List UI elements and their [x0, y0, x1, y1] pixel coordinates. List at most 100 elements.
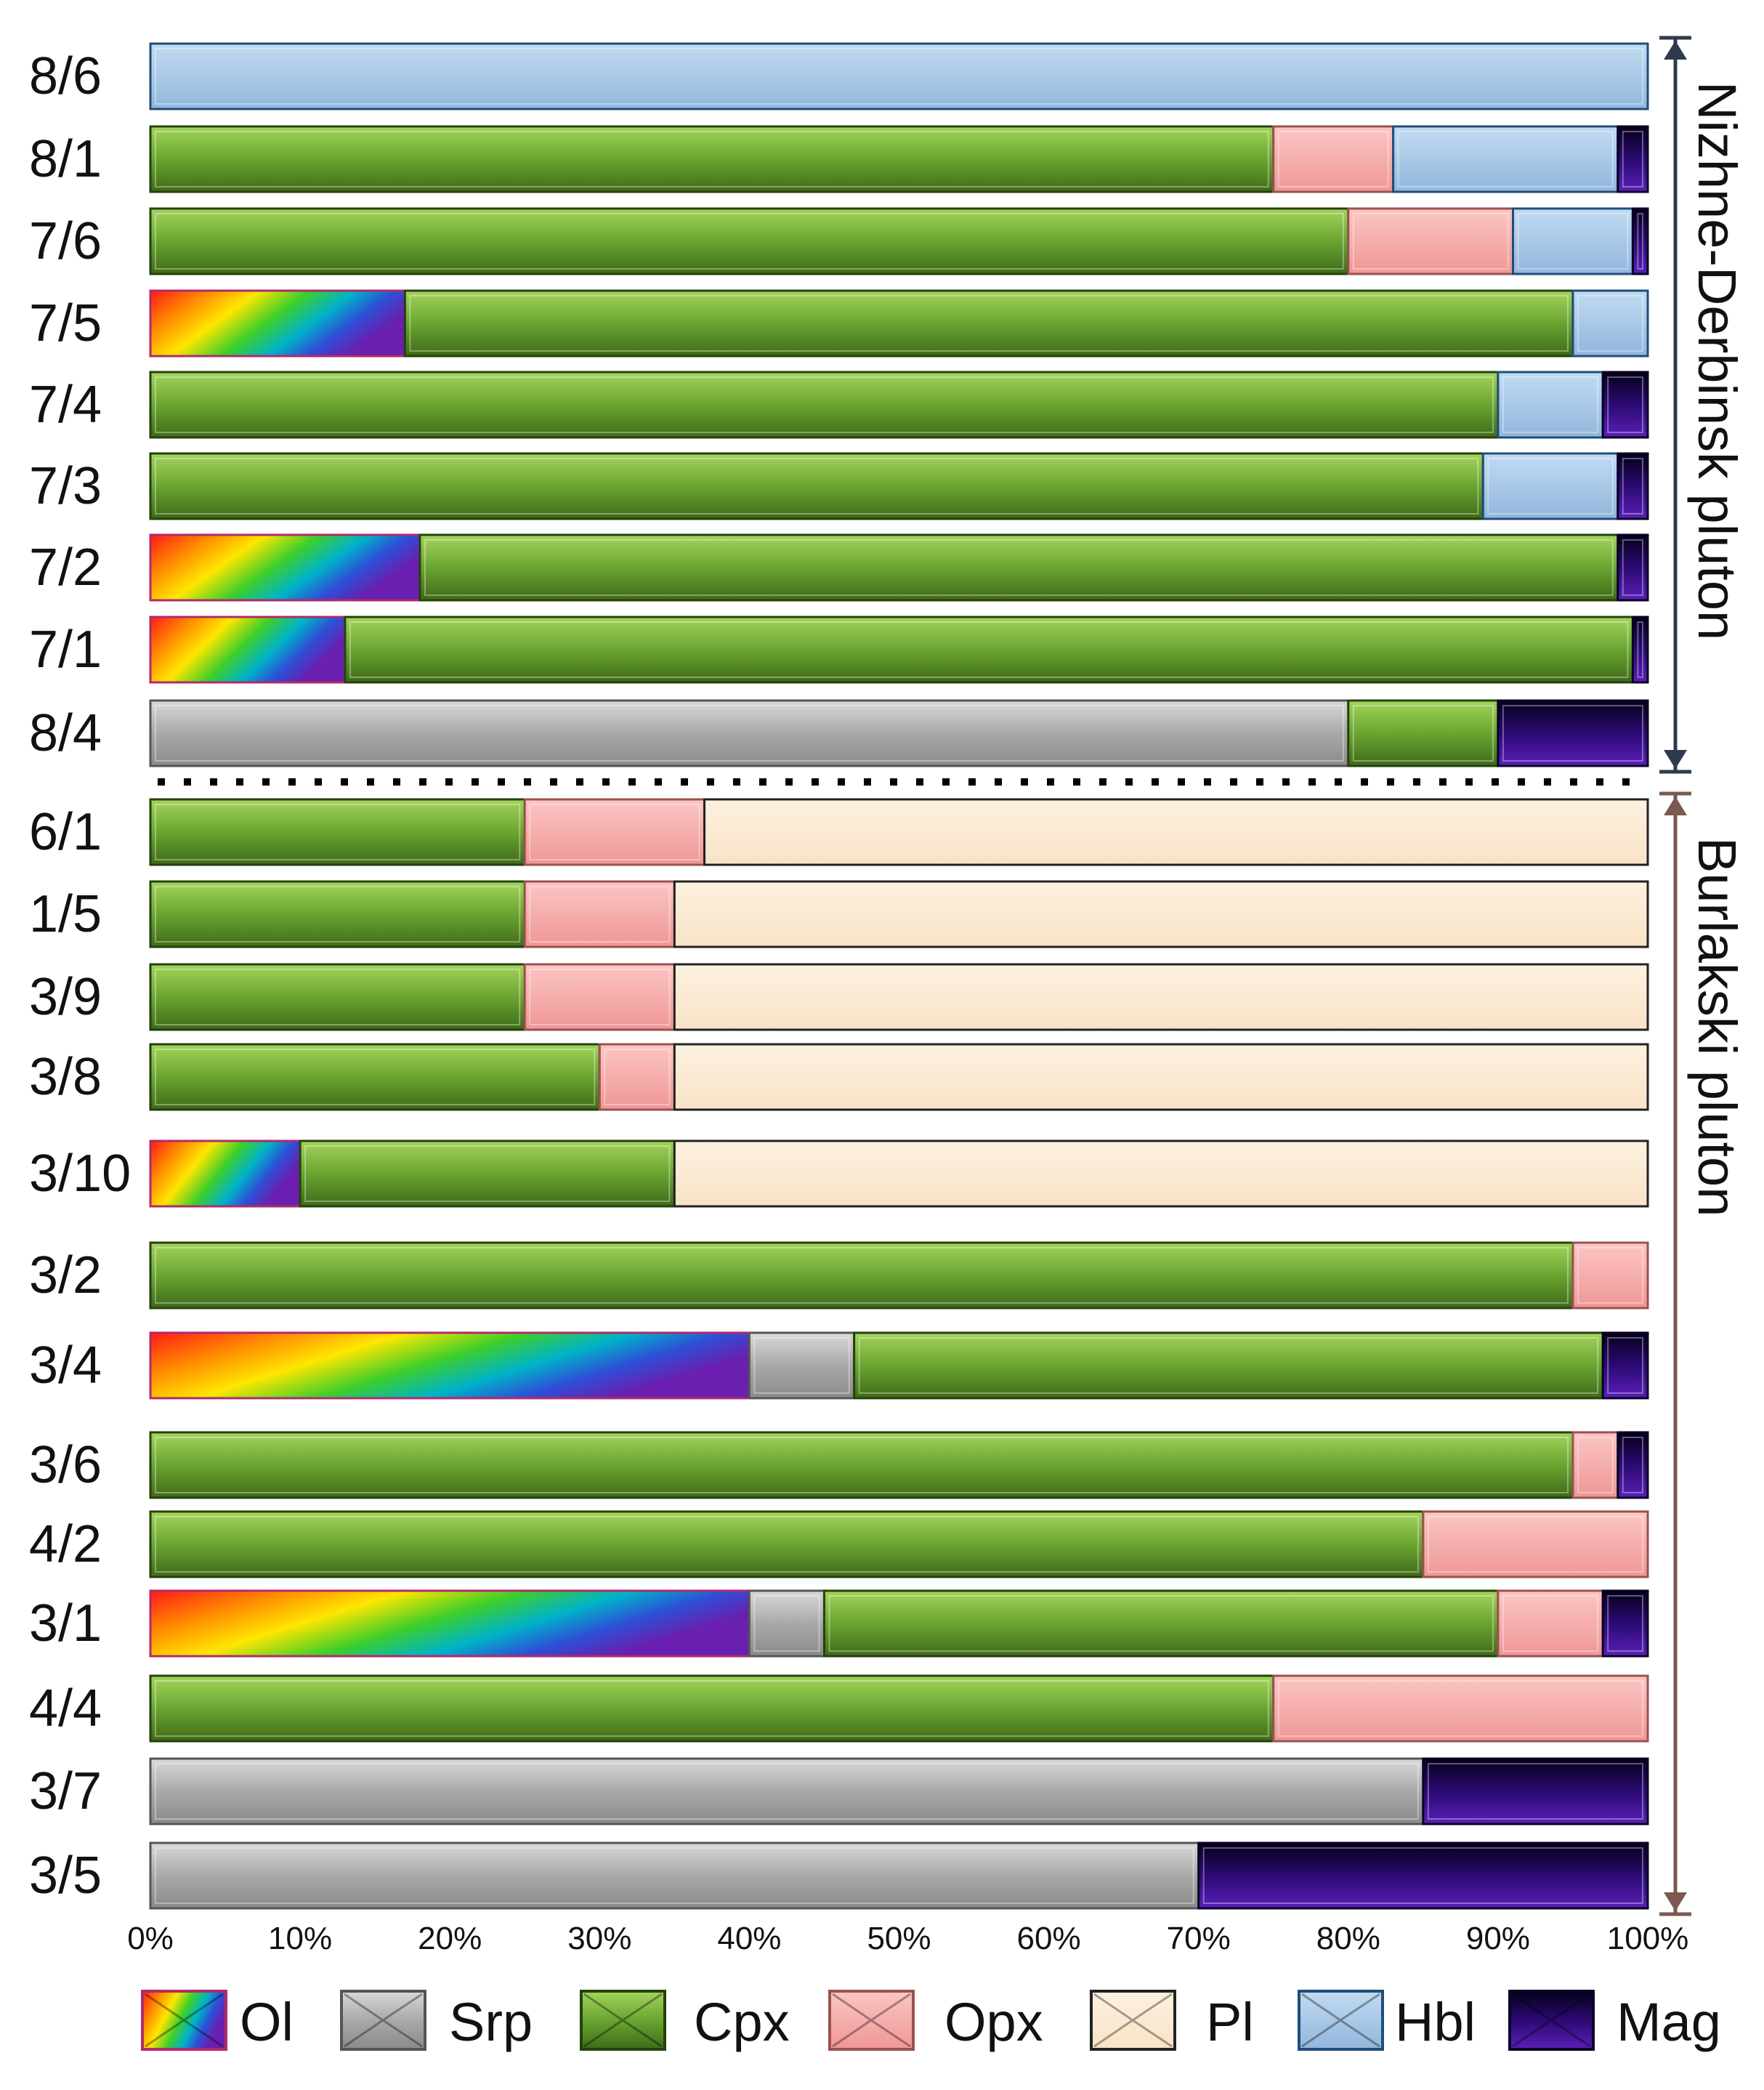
bar-segment-3-1-srp — [748, 1589, 825, 1658]
y-label-7-6: 7/6 — [29, 212, 102, 270]
y-label-8-6: 8/6 — [29, 47, 102, 105]
group-bracket-burlakski-pluton: Burlakski pluton — [1659, 791, 1747, 1916]
bar-segment-3-8-cpx — [149, 1043, 601, 1111]
bar-row-3-4 — [149, 1331, 1649, 1400]
bar-row-7-3 — [149, 452, 1649, 520]
y-label-3-8: 3/8 — [29, 1048, 102, 1106]
legend-swatch-bevel — [145, 1993, 224, 2048]
bar-segment-3-7-srp — [149, 1757, 1425, 1825]
bar-row-3-9 — [149, 963, 1649, 1031]
bar-segment-bevel — [858, 1337, 1599, 1394]
bar-row-7-6 — [149, 207, 1649, 275]
bar-segment-bevel — [1622, 1437, 1644, 1493]
bar-segment-3-7-mag — [1422, 1757, 1649, 1825]
bar-segment-7-2-mag — [1617, 533, 1649, 602]
bar-segment-bevel — [1577, 295, 1643, 352]
y-label-3-9: 3/9 — [29, 968, 102, 1026]
x-axis-ticks: 0% 10% 20% 30% 40% 50% 60% 70% 80% 90% 100% — [127, 1921, 1688, 1956]
bar-segment-8-4-cpx — [1347, 699, 1500, 767]
bar-segment-bevel — [529, 886, 671, 943]
legend-swatch-bevel — [1512, 1993, 1591, 2048]
legend-swatch-opx — [828, 1990, 915, 2051]
bar-segment-bevel — [604, 1049, 671, 1105]
legend-swatch-hbl — [1298, 1990, 1384, 2051]
bar-segment-bevel — [155, 1847, 1194, 1904]
bar-segment-7-2-cpx — [418, 533, 1619, 602]
bar-segment-3-6-cpx — [149, 1431, 1574, 1499]
bar-segment-4-4-cpx — [149, 1674, 1275, 1743]
bar-segment-7-6-hbl — [1512, 207, 1634, 275]
bar-segment-8-6-hbl — [149, 42, 1649, 110]
arrowhead-down-icon — [1664, 1892, 1687, 1911]
legend-swatch-mag — [1508, 1990, 1595, 2051]
legend-item-hbl: Hbl — [1298, 1990, 1476, 2052]
bar-segment-bevel — [155, 804, 521, 860]
bar-segment-bevel — [155, 705, 1344, 762]
bar-segment-7-3-mag — [1617, 452, 1649, 520]
legend-item-opx: Opx — [828, 1990, 1043, 2052]
y-label-8-4: 8/4 — [29, 704, 102, 762]
bar-row-8-4 — [149, 699, 1649, 767]
group-label-burlakski-pluton: Burlakski pluton — [1687, 837, 1747, 1217]
legend-swatch-bevel — [344, 1993, 423, 2048]
bar-segment-bevel — [424, 539, 1614, 596]
y-label-7-4: 7/4 — [29, 376, 102, 434]
bar-segment-3-4-cpx — [853, 1331, 1604, 1400]
bar-segment-7-6-cpx — [149, 207, 1350, 275]
y-label-4-4: 4/4 — [29, 1679, 102, 1738]
legend-swatch-pl — [1090, 1990, 1176, 2051]
bar-row-7-2 — [149, 533, 1649, 602]
bar-segment-bevel — [1352, 213, 1509, 270]
legend-label-srp: Srp — [449, 1992, 533, 2052]
bar-segment-3-8-pl — [673, 1043, 1649, 1111]
y-label-7-2: 7/2 — [29, 538, 102, 597]
legend-swatch-bevel — [832, 1993, 911, 2048]
bar-segment-3-8-opx — [598, 1043, 676, 1111]
bar-segment-6-1-pl — [703, 798, 1649, 866]
x-tick-label: 90% — [1466, 1921, 1530, 1956]
bar-segment-bevel — [155, 1437, 1569, 1493]
bar-segment-bevel — [1622, 458, 1644, 515]
bar-row-6-1 — [149, 798, 1649, 866]
bar-segment-bevel — [1637, 621, 1643, 678]
legend-item-mag: Mag — [1508, 1990, 1721, 2052]
bar-segment-7-1-mag — [1631, 616, 1649, 684]
y-label-8-1: 8/1 — [29, 130, 102, 188]
bar-segment-7-1-cpx — [344, 616, 1634, 684]
bar-segment-bevel — [1607, 1337, 1643, 1394]
bar-segment-1-5-opx — [523, 880, 676, 948]
bar-segment-bevel — [1577, 1247, 1643, 1304]
legend-item-srp: Srp — [340, 1990, 533, 2052]
y-label-3-4: 3/4 — [29, 1336, 102, 1395]
bar-segment-8-4-mag — [1497, 699, 1649, 767]
legend-swatch-ol — [141, 1990, 227, 2051]
bar-segment-8-1-opx — [1272, 125, 1395, 193]
bar-segment-7-6-opx — [1347, 207, 1515, 275]
legend-label-hbl: Hbl — [1395, 1992, 1476, 2052]
bar-segment-6-1-opx — [523, 798, 706, 866]
legend-swatch-bevel — [1093, 1993, 1173, 2048]
bar-segment-6-1-cpx — [149, 798, 526, 866]
bar-segment-bevel — [409, 295, 1569, 352]
bar-segment-3-2-opx — [1571, 1241, 1649, 1310]
group-label-nizhne-derbinsk-pluton: Nizhne-Derbinsk pluton — [1687, 81, 1747, 640]
legend-label-ol: Ol — [240, 1992, 294, 2052]
y-label-6-1: 6/1 — [29, 803, 102, 861]
legend-swatch-bevel — [583, 1993, 663, 2048]
bar-segment-bevel — [1397, 131, 1614, 187]
bar-segment-8-1-hbl — [1392, 125, 1619, 193]
bar-segment-3-1-mag — [1601, 1589, 1649, 1658]
bar-segment-bevel — [1577, 1437, 1614, 1493]
x-tick-label: 50% — [867, 1921, 931, 1956]
bar-row-3-10 — [149, 1139, 1649, 1208]
y-label-1-5: 1/5 — [29, 885, 102, 943]
legend-label-mag: Mag — [1617, 1992, 1721, 2052]
y-label-3-2: 3/2 — [29, 1246, 102, 1304]
bar-segment-bevel — [155, 48, 1643, 105]
bar-segment-4-4-opx — [1272, 1674, 1649, 1743]
group-brackets: Nizhne-Derbinsk pluton Burlakski pluton — [1659, 36, 1747, 1916]
x-tick-label: 70% — [1167, 1921, 1231, 1956]
bar-segment-7-5-hbl — [1571, 289, 1649, 358]
bar-segment-bevel — [1277, 1680, 1643, 1737]
bar-segment-7-1-ol — [149, 616, 347, 684]
